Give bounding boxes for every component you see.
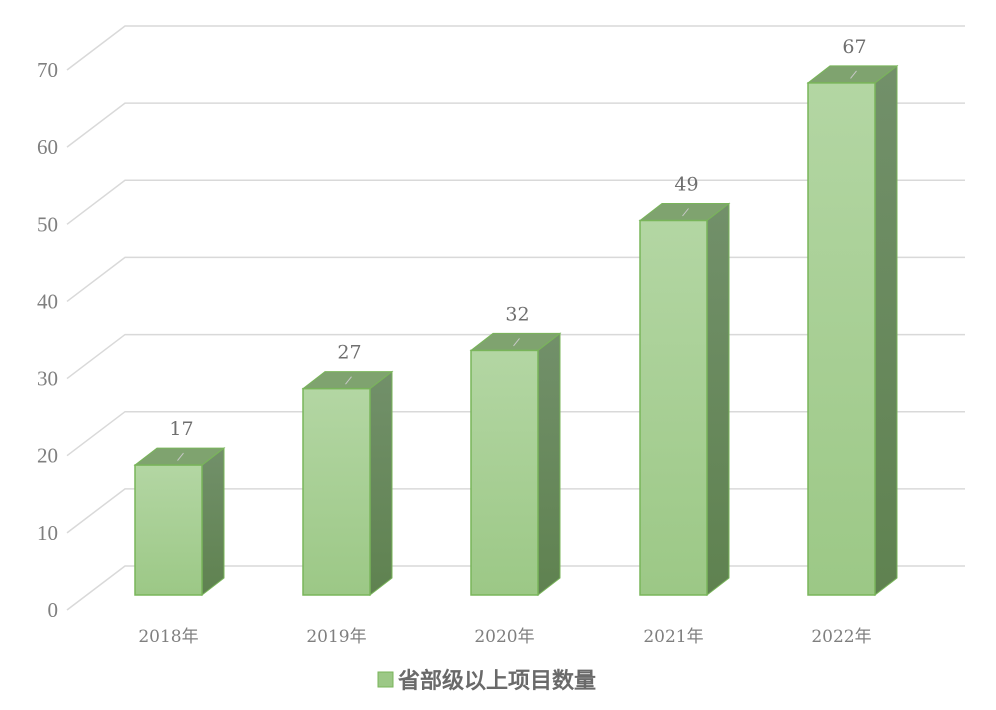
gridline (66, 25, 965, 71)
bar: 67 (806, 36, 899, 597)
bar-side (706, 202, 730, 597)
y-tick-label: 40 (37, 289, 58, 313)
x-axis: 2018年 2019年 2020年 2021年 2022年 (138, 627, 871, 647)
y-tick-label: 20 (37, 444, 58, 468)
data-label-leader (177, 452, 184, 461)
bar-side (369, 370, 393, 597)
data-label: 27 (337, 342, 361, 364)
data-label-leader (513, 338, 520, 347)
x-tick-label: 2021年 (643, 627, 703, 647)
legend-swatch (377, 671, 394, 688)
gridline (66, 102, 965, 148)
y-tick-label: 60 (37, 135, 58, 159)
y-tick-label: 0 (48, 598, 59, 622)
data-label: 67 (842, 36, 866, 58)
legend: 省部级以上项目数量 (377, 668, 596, 694)
bar-front (639, 219, 708, 596)
bar-front (134, 464, 203, 596)
x-tick-label: 2019年 (306, 627, 366, 647)
data-label: 32 (505, 303, 529, 325)
y-tick-label: 50 (37, 212, 58, 236)
bar: 27 (301, 342, 394, 597)
data-label: 49 (674, 174, 698, 196)
bar-front (807, 82, 876, 596)
bar-side (537, 332, 561, 597)
x-tick-label: 2018年 (138, 627, 198, 647)
x-tick-label: 2020年 (474, 627, 534, 647)
data-label: 17 (169, 418, 193, 440)
bars: 17 27 32 49 67 (133, 36, 899, 597)
bar: 32 (469, 303, 562, 597)
legend-label: 省部级以上项目数量 (397, 668, 596, 694)
y-tick-label: 30 (37, 367, 58, 391)
y-tick-label: 10 (37, 521, 58, 545)
y-tick-label: 70 (37, 58, 58, 82)
bar-side (201, 447, 225, 597)
bar: 17 (133, 418, 226, 597)
data-label-leader (345, 376, 352, 385)
y-axis: 0 10 20 30 40 50 60 70 (37, 58, 58, 622)
bar-front (470, 349, 539, 596)
data-label-leader (682, 208, 689, 217)
bar-side (874, 64, 898, 597)
gridlines (66, 25, 965, 611)
x-tick-label: 2022年 (811, 627, 871, 647)
bar-front (302, 387, 371, 596)
data-label-leader (850, 70, 857, 79)
gridline (66, 179, 965, 225)
bar: 49 (638, 174, 731, 597)
